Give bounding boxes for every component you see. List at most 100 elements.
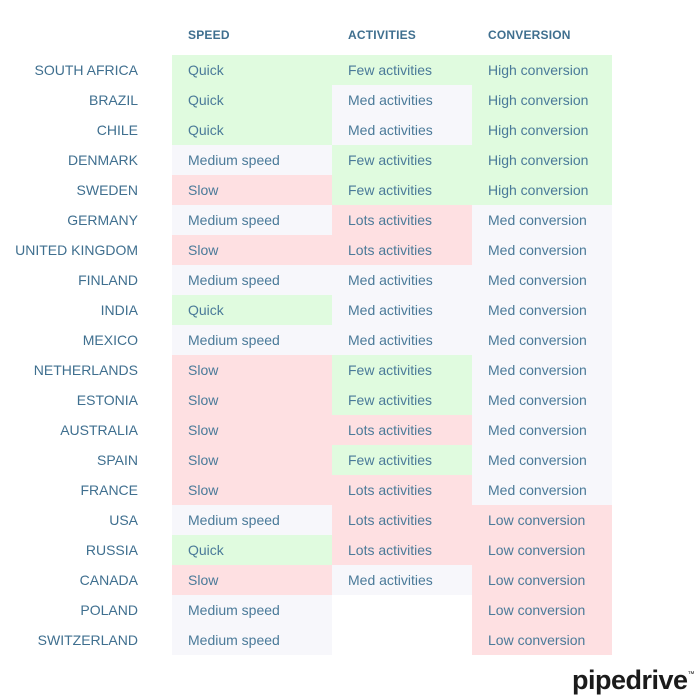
table-row: SOUTH AFRICA Quick Few activities High conv… <box>0 55 700 85</box>
speed-cell: Quick <box>172 295 332 325</box>
conversion-cell: Med conversion <box>472 235 612 265</box>
speed-cell: Medium speed <box>172 595 332 625</box>
conversion-cell: Med conversion <box>472 385 612 415</box>
conversion-cell: Med conversion <box>472 295 612 325</box>
speed-cell: Slow <box>172 445 332 475</box>
country-label: RUSSIA <box>85 542 138 558</box>
country-label: FRANCE <box>80 482 138 498</box>
country-label: NETHERLANDS <box>33 362 138 378</box>
pipedrive-logo: pipedrive™ <box>571 665 695 696</box>
activities-cell: Few activities <box>332 145 472 175</box>
table-row: CHILE Quick Med activities High conversion <box>0 115 700 145</box>
country-label: CANADA <box>79 572 138 588</box>
activities-cell: Med activities <box>332 325 472 355</box>
activities-cell <box>332 625 472 655</box>
header-activities: ACTIVITIES <box>348 28 417 42</box>
speed-cell: Slow <box>172 385 332 415</box>
speed-cell: Quick <box>172 85 332 115</box>
speed-cell: Medium speed <box>172 505 332 535</box>
country-label: POLAND <box>80 602 138 618</box>
country-label: MEXICO <box>82 332 138 348</box>
speed-cell: Slow <box>172 475 332 505</box>
table-row: INDIA Quick Med activities Med conversion <box>0 295 700 325</box>
logo-text: pipedrive <box>571 665 688 695</box>
speed-cell: Quick <box>172 55 332 85</box>
conversion-cell: Low conversion <box>472 565 612 595</box>
table-row: POLAND Medium speed Low conversion <box>0 595 700 625</box>
country-label: UNITED KINGDOM <box>15 242 138 258</box>
activities-cell: Lots activities <box>332 475 472 505</box>
logo-trademark: ™ <box>687 671 695 678</box>
activities-cell: Med activities <box>332 295 472 325</box>
speed-cell: Medium speed <box>172 625 332 655</box>
conversion-cell: High conversion <box>472 55 612 85</box>
conversion-cell: Low conversion <box>472 535 612 565</box>
table-row: MEXICO Medium speed Med activities Med conv… <box>0 325 700 355</box>
country-label: SPAIN <box>97 452 138 468</box>
activities-cell: Few activities <box>332 55 472 85</box>
speed-cell: Slow <box>172 415 332 445</box>
conversion-cell: High conversion <box>472 115 612 145</box>
speed-cell: Slow <box>172 235 332 265</box>
speed-cell: Medium speed <box>172 265 332 295</box>
country-label: SOUTH AFRICA <box>34 62 138 78</box>
table-row: USA Medium speed Lots activities Low conver… <box>0 505 700 535</box>
table-row: AUSTRALIA Slow Lots activities Med conversi… <box>0 415 700 445</box>
conversion-cell: Low conversion <box>472 595 612 625</box>
speed-cell: Medium speed <box>172 145 332 175</box>
country-label: CHILE <box>96 122 138 138</box>
activities-cell: Lots activities <box>332 505 472 535</box>
table-row: SWITZERLAND Medium speed Low conversion <box>0 625 700 655</box>
conversion-cell: Med conversion <box>472 355 612 385</box>
speed-cell: Slow <box>172 355 332 385</box>
table-row: BRAZIL Quick Med activities High conversion <box>0 85 700 115</box>
conversion-cell: Med conversion <box>472 325 612 355</box>
country-label: SWITZERLAND <box>37 632 138 648</box>
country-label: AUSTRALIA <box>60 422 138 438</box>
header-speed: SPEED <box>188 28 230 42</box>
table-row: UNITED KINGDOM Slow Lots activities Med con… <box>0 235 700 265</box>
speed-cell: Quick <box>172 535 332 565</box>
country-label: INDIA <box>100 302 138 318</box>
conversion-cell: Med conversion <box>472 475 612 505</box>
country-label: DENMARK <box>67 152 138 168</box>
header-conversion: CONVERSION <box>488 28 571 42</box>
activities-cell: Lots activities <box>332 535 472 565</box>
activities-cell: Few activities <box>332 355 472 385</box>
conversion-cell: Low conversion <box>472 505 612 535</box>
speed-cell: Slow <box>172 175 332 205</box>
activities-cell: Lots activities <box>332 205 472 235</box>
conversion-cell: Med conversion <box>472 445 612 475</box>
country-table: SOUTH AFRICA Quick Few activities High conv… <box>0 55 700 655</box>
country-label: SWEDEN <box>76 182 138 198</box>
country-label: USA <box>109 512 138 528</box>
country-label: ESTONIA <box>76 392 138 408</box>
activities-cell: Med activities <box>332 265 472 295</box>
table-row: ESTONIA Slow Few activities Med conversion <box>0 385 700 415</box>
activities-cell <box>332 595 472 625</box>
activities-cell: Lots activities <box>332 235 472 265</box>
table-row: SPAIN Slow Few activities Med conversion <box>0 445 700 475</box>
country-label: FINLAND <box>78 272 138 288</box>
table-row: FINLAND Medium speed Med activities Med con… <box>0 265 700 295</box>
table-row: FRANCE Slow Lots activities Med conversion <box>0 475 700 505</box>
conversion-cell: Med conversion <box>472 265 612 295</box>
conversion-cell: High conversion <box>472 145 612 175</box>
speed-cell: Quick <box>172 115 332 145</box>
table-row: DENMARK Medium speed Few activities High co… <box>0 145 700 175</box>
table-row: RUSSIA Quick Lots activities Low conversion <box>0 535 700 565</box>
activities-cell: Few activities <box>332 385 472 415</box>
country-label: GERMANY <box>67 212 138 228</box>
country-label: BRAZIL <box>88 92 138 108</box>
table-row: CANADA Slow Med activities Low conversion <box>0 565 700 595</box>
conversion-cell: High conversion <box>472 85 612 115</box>
activities-cell: Med activities <box>332 85 472 115</box>
conversion-cell: Med conversion <box>472 205 612 235</box>
table-row: GERMANY Medium speed Lots activities Med co… <box>0 205 700 235</box>
conversion-cell: High conversion <box>472 175 612 205</box>
table-row: NETHERLANDS Slow Few activities Med convers… <box>0 355 700 385</box>
table-row: SWEDEN Slow Few activities High conversion <box>0 175 700 205</box>
speed-cell: Medium speed <box>172 325 332 355</box>
activities-cell: Few activities <box>332 175 472 205</box>
activities-cell: Med activities <box>332 565 472 595</box>
